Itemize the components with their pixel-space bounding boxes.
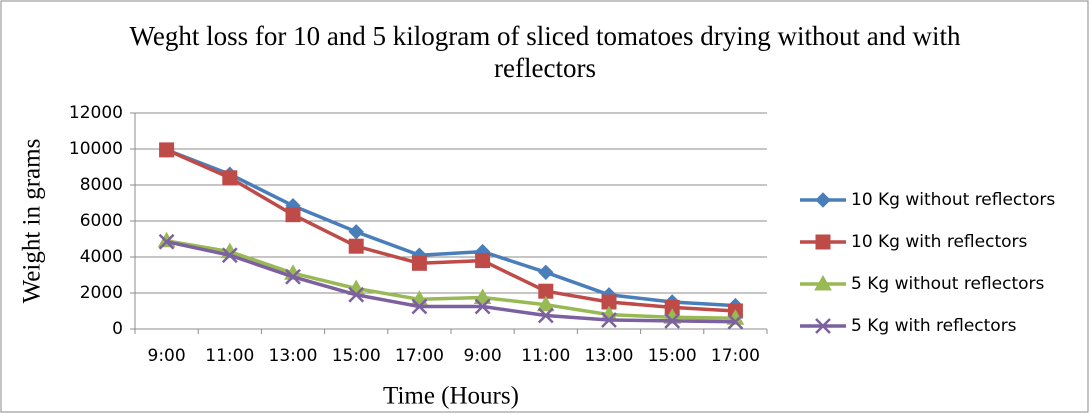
y-tick-label: 8000 xyxy=(80,175,123,195)
marker xyxy=(158,233,175,250)
x-tick-label: 9:00 xyxy=(464,346,502,366)
y-tick-label: 12000 xyxy=(69,103,123,123)
legend-label: 10 Kg with reflectors xyxy=(851,232,1027,252)
x-tick-label: 11:00 xyxy=(521,346,570,366)
y-tick-label: 0 xyxy=(112,319,123,339)
marker xyxy=(285,268,301,285)
marker xyxy=(221,247,238,264)
x-tick-label: 13:00 xyxy=(585,346,634,366)
series-line xyxy=(165,148,736,313)
x-tick-label: 15:00 xyxy=(648,346,697,366)
chart-title: Weght loss for 10 and 5 kilogram of slic… xyxy=(129,21,961,83)
marker xyxy=(348,238,364,254)
marker xyxy=(474,298,491,315)
x-axis-label: Time (Hours) xyxy=(383,383,519,410)
marker xyxy=(222,170,238,186)
marker xyxy=(536,295,555,312)
marker xyxy=(285,207,301,223)
series-line xyxy=(166,239,736,320)
y-axis-label: Weight in grams xyxy=(19,139,46,304)
marker xyxy=(727,313,744,330)
marker xyxy=(473,288,492,304)
marker xyxy=(814,274,832,291)
x-tick-label: 9:00 xyxy=(148,346,186,366)
x-tick-label: 17:00 xyxy=(711,346,760,366)
series-line xyxy=(166,239,736,324)
marker xyxy=(537,307,554,324)
legend-label: 10 Kg without reflectors xyxy=(851,190,1055,210)
legend-label: 5 Kg without reflectors xyxy=(851,274,1045,294)
marker xyxy=(815,234,831,250)
series-line xyxy=(165,148,736,308)
marker xyxy=(538,264,554,281)
marker xyxy=(411,298,428,315)
marker xyxy=(348,286,365,303)
x-tick-label: 11:00 xyxy=(205,346,254,366)
marker xyxy=(664,313,681,329)
marker xyxy=(815,192,831,208)
x-tick-label: 17:00 xyxy=(395,346,444,366)
x-tick-label: 15:00 xyxy=(332,346,381,366)
y-tick-label: 6000 xyxy=(80,211,123,231)
legend-label: 5 Kg with reflectors xyxy=(851,316,1017,336)
y-tick-label: 10000 xyxy=(69,139,123,159)
marker xyxy=(601,312,617,328)
marker xyxy=(159,142,175,158)
marker xyxy=(475,253,491,269)
y-tick-label: 4000 xyxy=(80,247,123,267)
x-tick-label: 13:00 xyxy=(269,346,318,366)
marker xyxy=(815,318,831,334)
marker xyxy=(411,255,427,271)
y-tick-label: 2000 xyxy=(80,283,123,303)
